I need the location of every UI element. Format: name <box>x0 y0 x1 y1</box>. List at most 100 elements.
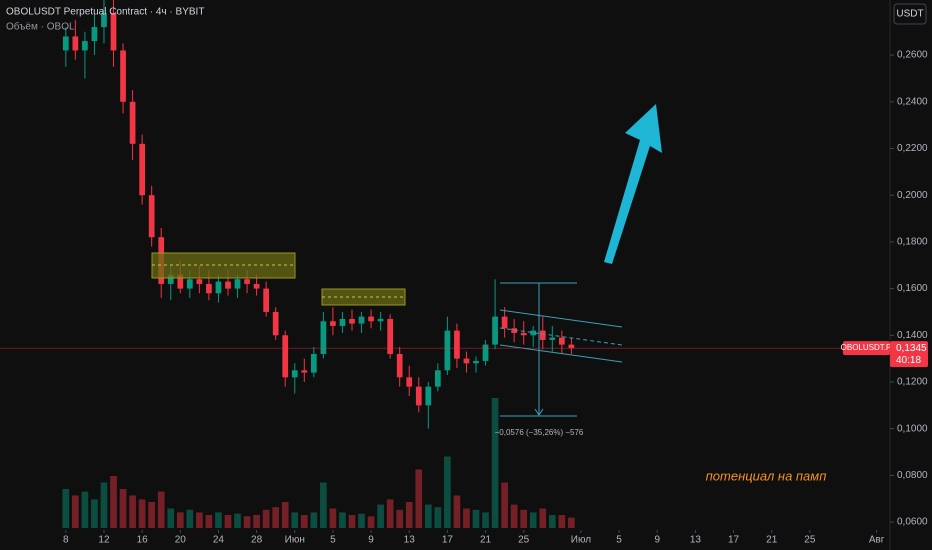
candle-body <box>177 274 184 289</box>
candle-body <box>558 337 565 345</box>
volume-bar <box>300 515 308 528</box>
x-tick-label: 13 <box>690 535 702 546</box>
candle-body <box>492 316 498 345</box>
candle-body <box>101 13 107 28</box>
volume-bar <box>329 508 337 528</box>
volume-bar <box>501 482 508 528</box>
candle-body <box>263 288 270 312</box>
candle-body <box>120 50 126 102</box>
candle-body <box>225 281 231 289</box>
y-tick-label: 0,2400 <box>897 96 928 107</box>
candle-body <box>167 274 174 284</box>
candle-body <box>415 386 422 406</box>
measure-arrow <box>534 408 544 416</box>
up-arrow <box>604 104 662 264</box>
candle-body <box>444 330 451 371</box>
candle-body <box>206 283 212 294</box>
volume-bar <box>358 513 365 528</box>
volume-bar <box>529 512 537 528</box>
x-tick-label: 8 <box>63 535 69 546</box>
candle-body <box>244 279 250 284</box>
candle-body <box>320 321 327 354</box>
candle-body <box>501 316 508 329</box>
volume-bar <box>119 489 127 528</box>
volume-bar <box>367 516 375 528</box>
candle-body <box>539 330 546 340</box>
channel-line <box>499 309 623 328</box>
candle-body <box>91 27 98 42</box>
candle-body <box>339 318 346 326</box>
volume-bar <box>396 509 404 528</box>
volume-bar <box>167 508 175 528</box>
candle-body <box>282 335 289 378</box>
volume-bar <box>291 512 299 528</box>
x-tick-label: 24 <box>213 535 225 546</box>
volume-bar <box>253 515 260 528</box>
y-tick-label: 0,1000 <box>897 423 928 434</box>
x-tick-label: Июл <box>571 535 591 546</box>
volume-bar <box>320 482 327 528</box>
x-tick-label: 21 <box>766 535 778 546</box>
candle-body <box>349 318 355 324</box>
zone-box <box>151 252 296 279</box>
volume-bar <box>405 502 413 528</box>
y-tick-label: 0,1400 <box>897 330 928 341</box>
volume-bar <box>463 508 470 528</box>
candle-body <box>358 316 365 324</box>
y-tick-label: 0,2000 <box>897 190 928 201</box>
candle-body <box>310 353 317 373</box>
candle-body <box>186 279 193 289</box>
volume-bar <box>196 512 203 528</box>
volume-bar <box>568 517 575 528</box>
candle-body <box>139 143 145 196</box>
volume-bar <box>281 502 289 528</box>
candle-body <box>72 36 79 51</box>
volume-bar <box>539 508 547 528</box>
annotation: потенциал на памп <box>706 468 827 483</box>
volume-bar <box>224 515 232 528</box>
currency-button-label[interactable]: USDT <box>896 9 923 20</box>
symbol-tag: OBOLUSDT.P <box>841 343 892 352</box>
volume-bar <box>444 456 451 528</box>
volume-bar <box>176 512 184 528</box>
volume-bar <box>205 515 213 528</box>
candle-body <box>234 279 241 289</box>
candle-body <box>434 370 441 387</box>
candle-body <box>82 41 88 51</box>
candle-body <box>148 195 155 238</box>
volume-bar <box>186 509 194 528</box>
candle-body <box>301 370 308 373</box>
price-tag-bg <box>890 341 928 368</box>
candle-body <box>215 281 222 294</box>
measure-label: −0,0576 (−35,26%) −576 <box>495 428 584 437</box>
volume-bar <box>62 489 70 528</box>
price-tag: 0,1345 <box>896 343 927 354</box>
candle-body <box>511 328 518 333</box>
candle-body <box>377 318 384 322</box>
x-tick-label: 25 <box>804 535 816 546</box>
y-tick-label: 0,1200 <box>897 377 928 388</box>
volume-bar <box>310 512 318 528</box>
symbol-tag-bg <box>843 341 890 356</box>
candle-body <box>196 279 203 284</box>
currency-button[interactable] <box>893 3 927 25</box>
candle-body <box>520 332 527 336</box>
candle-body <box>330 321 336 326</box>
volume-bar <box>243 516 251 528</box>
y-tick-label: 0,2600 <box>897 50 928 61</box>
x-tick-label: 12 <box>98 535 110 546</box>
x-tick-label: 20 <box>175 535 187 546</box>
x-tick-label: 5 <box>616 535 622 546</box>
candle-body <box>62 36 69 51</box>
volume-bar <box>386 499 394 528</box>
x-tick-label: 9 <box>368 535 374 546</box>
candle-body <box>253 283 260 289</box>
volume-bar <box>148 502 156 528</box>
candle-body <box>549 337 556 340</box>
candle-body <box>272 311 279 336</box>
x-tick-label: 17 <box>728 535 740 546</box>
volume-bar <box>262 509 270 528</box>
volume-bar <box>482 512 489 528</box>
volume-bar <box>520 509 528 528</box>
